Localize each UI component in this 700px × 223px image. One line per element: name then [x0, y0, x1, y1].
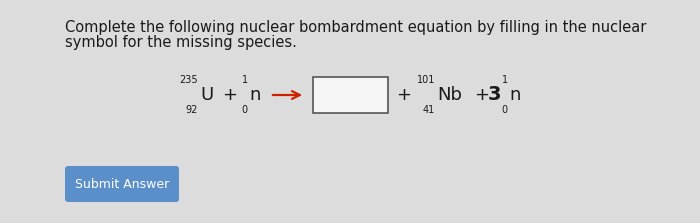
- Text: 1: 1: [502, 75, 508, 85]
- Text: 235: 235: [179, 75, 198, 85]
- Text: 101: 101: [416, 75, 435, 85]
- Text: 92: 92: [186, 105, 198, 115]
- Text: +: +: [396, 86, 411, 104]
- Text: Complete the following nuclear bombardment equation by filling in the nuclear: Complete the following nuclear bombardme…: [65, 20, 646, 35]
- FancyBboxPatch shape: [65, 166, 179, 202]
- Text: Nb: Nb: [437, 86, 462, 104]
- Text: +: +: [474, 86, 489, 104]
- Text: 41: 41: [423, 105, 435, 115]
- Text: n: n: [509, 86, 520, 104]
- Text: +: +: [222, 86, 237, 104]
- Text: 0: 0: [242, 105, 248, 115]
- Text: 0: 0: [502, 105, 508, 115]
- Text: symbol for the missing species.: symbol for the missing species.: [65, 35, 297, 50]
- Text: Submit Answer: Submit Answer: [75, 178, 169, 190]
- Text: 3: 3: [488, 85, 501, 105]
- Text: U: U: [200, 86, 214, 104]
- Bar: [313, 77, 388, 113]
- Text: 1: 1: [242, 75, 248, 85]
- Text: n: n: [249, 86, 260, 104]
